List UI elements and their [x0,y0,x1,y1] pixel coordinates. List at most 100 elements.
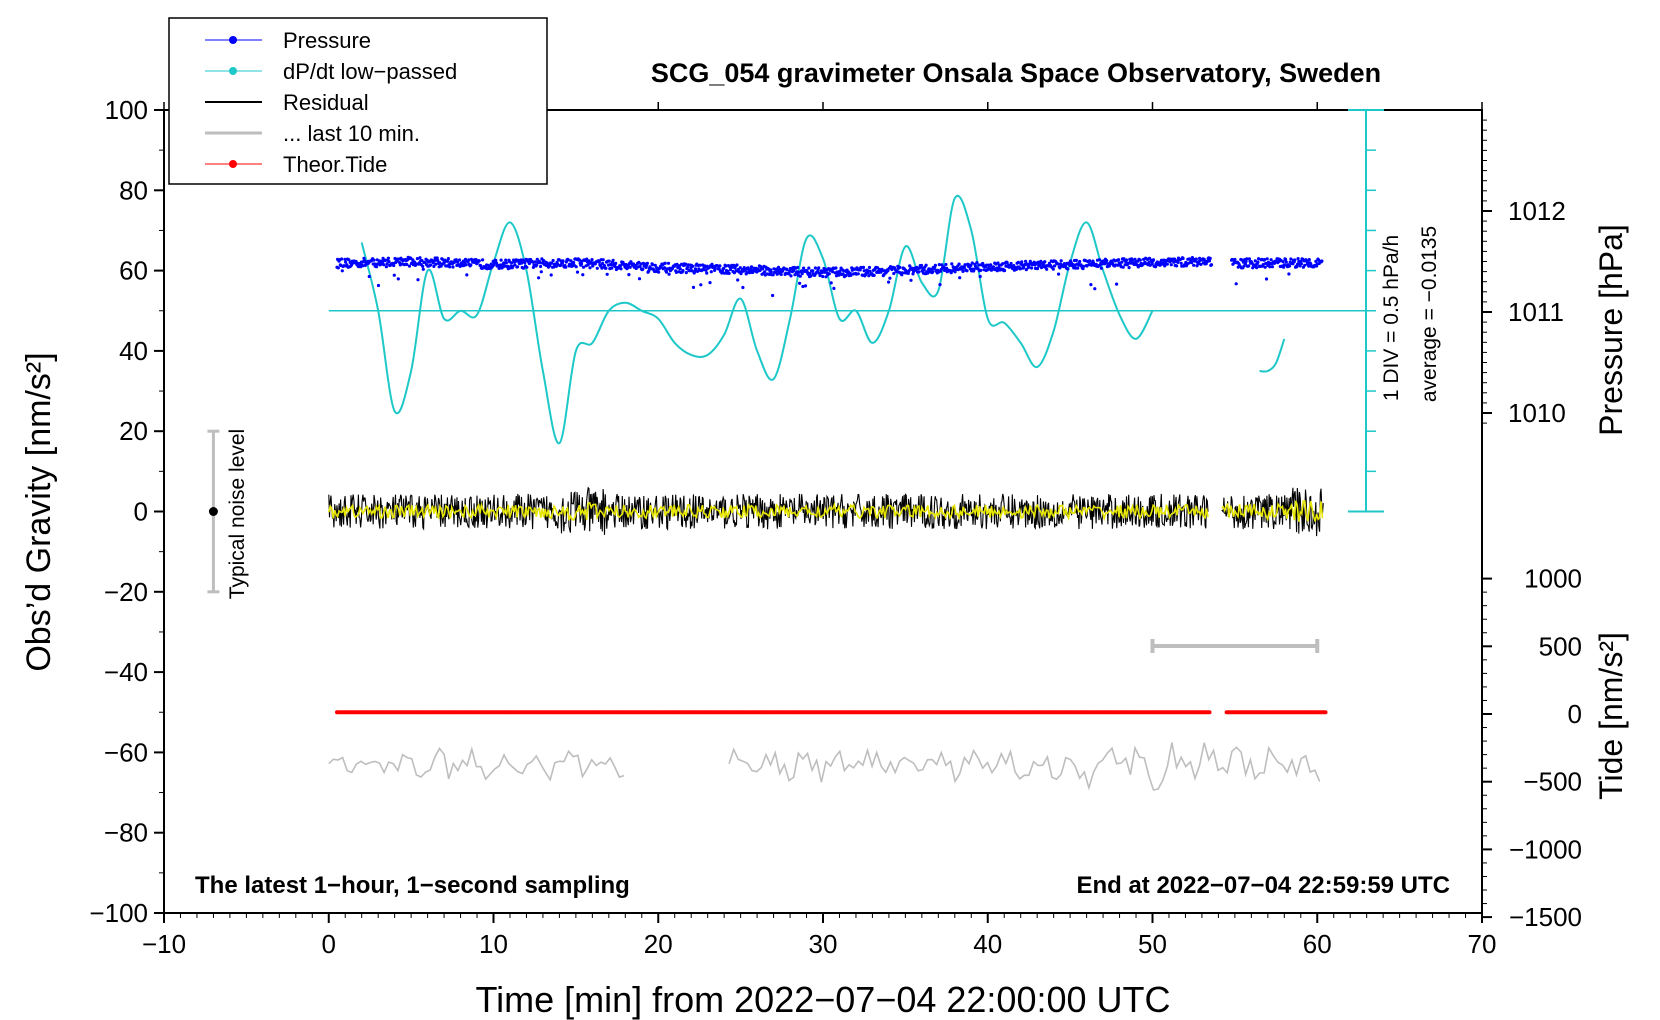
pressure-point [1314,259,1318,263]
pressure-point [1255,266,1259,270]
tide-tick-label: −1500 [1509,902,1582,932]
pressure-point [415,257,419,261]
pressure-point [1088,259,1092,263]
y-tick-label: 40 [119,336,148,366]
pressure-point [1247,264,1251,268]
pressure-point [609,263,613,267]
pressure-point [506,264,510,268]
pressure-point [832,286,836,290]
pressure-point [818,273,822,278]
pressure-point [953,270,957,274]
pressure-point [1093,287,1097,291]
pressure-point [647,269,651,273]
pressure-point [922,268,926,272]
y-tick-label: −100 [89,898,148,928]
pressure-point [977,263,981,267]
pressure-point [1009,261,1013,266]
pressure-point [741,285,745,290]
pressure-point [421,264,425,268]
last10-line-b [728,742,1321,791]
pressure-point [465,273,469,277]
pressure-point [418,256,422,260]
pressure-point [938,283,942,287]
pressure-point [831,270,835,274]
pressure-point [513,263,517,267]
pressure-point [463,260,467,264]
pressure-point [800,269,804,273]
pressure-point [1016,260,1021,264]
pressure-point [1268,265,1272,269]
pressure-point [749,268,753,272]
pressure-point [704,268,708,272]
pressure-point [958,276,962,280]
pressure-point [1130,258,1134,262]
pressure-point [597,260,601,264]
pressure-point [416,278,420,282]
pressure-point [1024,268,1028,272]
x-tick-label: 50 [1138,929,1167,959]
series-pressure [335,255,1324,298]
pressure-point [1127,266,1131,270]
pressure-point [690,269,694,273]
pressure-point [602,264,607,268]
legend-marker [229,36,237,44]
pressure-point [995,269,999,273]
pressure-point [1089,283,1093,287]
pressure-point [975,261,979,265]
pressure-point [1076,266,1080,270]
y-axis-label-pressure: Pressure [hPa] [1593,224,1629,436]
pressure-point [451,265,455,269]
pressure-point [1299,259,1303,263]
pressure-point [862,269,866,273]
pressure-point [657,270,661,274]
pressure-point [1288,264,1292,268]
y-axis-label-tide: Tide [nm/s²] [1593,632,1629,800]
pressure-point [376,283,381,288]
pressure-point [448,265,452,269]
pressure-point [1117,258,1121,262]
pressure-point [1035,267,1040,271]
x-tick-label: 30 [809,929,838,959]
pressure-point [771,293,775,298]
div-label: 1 DIV = 0.5 hPa/h [1380,235,1403,401]
pressure-point [963,263,967,267]
y-tick-label: 60 [119,256,148,286]
pressure-point [1120,260,1124,264]
legend-label: ... last 10 min. [283,121,420,146]
pressure-point [1020,260,1024,264]
pressure-point [551,258,555,263]
pressure-point [1194,257,1198,261]
pressure-point [981,261,985,266]
pressure-point [675,262,679,266]
legend: Pressure dP/dt low−passed Residual ... last… [168,17,548,185]
x-tick-label: 40 [973,929,1002,959]
pressure-point [1256,260,1260,264]
legend-label: dP/dt low−passed [283,59,457,84]
tide-ticks: 1000 500 0 −500 −1000 −1500 [1482,564,1582,932]
pressure-point [996,261,1000,265]
legend-label: Pressure [283,28,371,53]
pressure-point [340,257,344,261]
pressure-point [1270,265,1274,269]
pressure-point [1133,257,1137,261]
pressure-point [392,263,396,268]
pressure-point [569,259,573,263]
pressure-point [1192,263,1196,267]
pressure-point [713,267,717,271]
pressure-point [962,265,967,269]
pressure-point [718,264,722,268]
pressure-point [800,272,804,276]
pressure-point [709,270,713,274]
pressure-point [908,264,912,268]
pressure-point [749,265,754,269]
pressure-point [823,270,827,274]
dpdt-line-late [1259,338,1286,373]
pressure-point [1247,257,1251,261]
pressure-point [446,259,450,263]
pressure-point [1066,267,1070,271]
pressure-point [1082,264,1086,268]
pressure-point [917,270,921,274]
pressure-point [965,269,969,273]
residual-line [328,486,1209,535]
